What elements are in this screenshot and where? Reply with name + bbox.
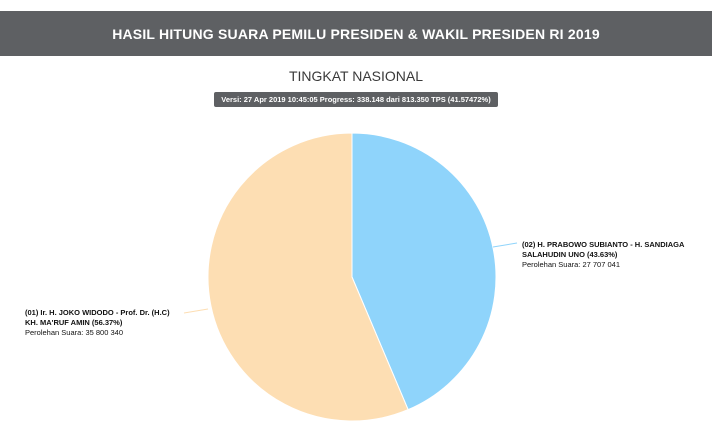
label-jokowi-line1: (01) Ir. H. JOKO WIDODO - Prof. Dr. (H.C… [25,308,170,317]
label-jokowi-votes: Perolehan Suara: 35 800 340 [25,328,123,337]
label-prabowo-line2: SALAHUDIN UNO (43.63%) [522,250,618,259]
leader-line-jokowi [183,308,209,314]
label-prabowo-votes: Perolehan Suara: 27 707 041 [522,260,620,269]
page-header: HASIL HITUNG SUARA PEMILU PRESIDEN & WAK… [0,11,712,56]
pie-slice-prabowo[interactable] [351,132,497,411]
chart-subtitle: TINGKAT NASIONAL [288,68,424,84]
version-badge: Versi: 27 Apr 2019 10:45:05 Progress: 33… [214,92,498,107]
data-label-jokowi: (01) Ir. H. JOKO WIDODO - Prof. Dr. (H.C… [25,308,170,338]
leader-line-prabowo [492,242,518,248]
pie-slice-jokowi[interactable] [207,132,409,422]
header-title: HASIL HITUNG SUARA PEMILU PRESIDEN & WAK… [112,25,600,42]
data-label-prabowo: (02) H. PRABOWO SUBIANTO - H. SANDIAGA S… [522,240,684,270]
label-prabowo-line1: (02) H. PRABOWO SUBIANTO - H. SANDIAGA [522,240,685,249]
label-jokowi-line2: KH. MA'RUF AMIN (56.37%) [25,318,123,327]
